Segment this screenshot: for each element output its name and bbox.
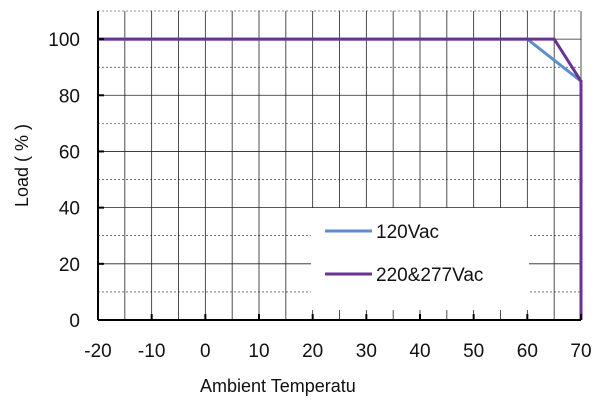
x-tick-label: 10 bbox=[248, 341, 269, 362]
legend-entry-label: 120Vac bbox=[376, 222, 439, 243]
axes bbox=[97, 11, 582, 321]
series-lines bbox=[98, 37, 583, 320]
y-tick-label: 100 bbox=[48, 30, 80, 51]
x-tick-label: -20 bbox=[84, 341, 111, 362]
x-tick-label: 60 bbox=[517, 341, 538, 362]
y-tick-label: 40 bbox=[59, 199, 80, 220]
y-tick-label: 80 bbox=[59, 86, 80, 107]
x-tick-label: 20 bbox=[302, 341, 323, 362]
y-tick-label: 60 bbox=[59, 142, 80, 163]
x-tick-label: -10 bbox=[138, 341, 165, 362]
series-line bbox=[98, 37, 583, 320]
x-tick-label: 40 bbox=[409, 341, 430, 362]
x-tick-label: 0 bbox=[200, 341, 211, 362]
x-axis-label: Ambient Temperatu bbox=[200, 376, 356, 396]
legend: 120Vac 220&277Vac bbox=[311, 208, 529, 310]
legend-entry-label: 220&277Vac bbox=[376, 265, 483, 286]
legend-box bbox=[311, 208, 529, 310]
x-tick-label: 50 bbox=[463, 341, 484, 362]
tick-labels: 0 20 40 60 80 100 -20 -10 0 10 20 30 40 50 60 70 bbox=[48, 30, 591, 362]
y-tick-label: 20 bbox=[59, 255, 80, 276]
x-tick-label: 30 bbox=[356, 341, 377, 362]
y-axis-label: Load ( % ) bbox=[12, 124, 32, 207]
y-tick-label: 0 bbox=[69, 311, 80, 332]
x-tick-label: 70 bbox=[570, 341, 591, 362]
